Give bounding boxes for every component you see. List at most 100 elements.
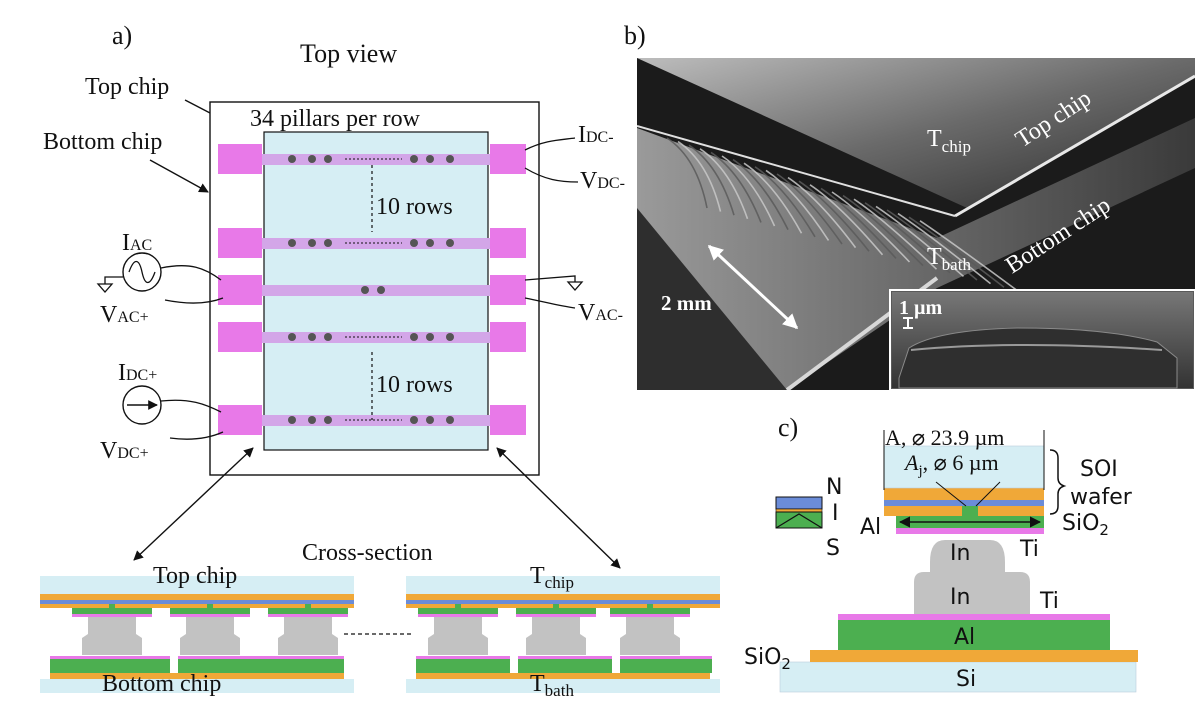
junction-layer xyxy=(962,506,978,516)
sio2-bottom-layer xyxy=(810,650,1138,662)
insulator-layer xyxy=(884,500,1044,506)
v-ac-minus-label: VAC- xyxy=(578,300,623,326)
cs-al-pad xyxy=(72,608,152,614)
sem-ridge xyxy=(677,140,722,212)
cs-insulator-layer xyxy=(40,600,354,604)
scale-1um-label: 1 µm xyxy=(899,297,943,319)
pillar-dot xyxy=(308,333,316,341)
pillar-dot xyxy=(308,155,316,163)
al-top-label: Al xyxy=(860,515,881,540)
cs-al-pad xyxy=(418,608,498,614)
sem-ridge xyxy=(864,202,951,274)
sio2-soi-layer xyxy=(884,488,1044,500)
panel-c-label: c) xyxy=(778,413,798,442)
soi-label: SOI xyxy=(1080,457,1118,482)
row-strip xyxy=(262,332,490,343)
sio2-right-label: SiO2 xyxy=(1062,511,1109,539)
pad-right xyxy=(490,405,526,435)
junction-pointer-left xyxy=(935,481,967,507)
i-dc-plus-label: IDC+ xyxy=(118,360,157,386)
in-top-bump xyxy=(930,540,1005,572)
sio2-left-label: SiO2 xyxy=(744,645,791,673)
top-chip-surface xyxy=(637,58,1195,208)
cs-junction xyxy=(109,604,115,610)
sem-t-bath-label: Tbath xyxy=(927,244,971,274)
cs-bottom-chip-label: Bottom chip xyxy=(102,671,221,697)
cs-si-bottom xyxy=(40,679,354,693)
top-chip-edge-highlight xyxy=(954,74,1195,218)
cs-ti-pad xyxy=(170,614,250,617)
sem-ridge xyxy=(699,148,749,220)
cs-si-bottom xyxy=(406,679,720,693)
bottom-chip-label: Bottom chip xyxy=(43,129,162,155)
sem-t-chip-label: Tchip xyxy=(927,126,971,156)
sem-ridge xyxy=(732,158,789,230)
pillar-dot xyxy=(324,416,332,424)
sem-inset: 1 µm xyxy=(889,289,1195,390)
al-bottom-layer xyxy=(838,620,1110,650)
v-dc-minus-wire xyxy=(524,167,579,183)
sem-ridge xyxy=(710,151,762,223)
soi-wafer-layer xyxy=(883,445,1045,489)
pillar-dot xyxy=(288,239,296,247)
pillar-dot xyxy=(426,333,434,341)
pillar-dot xyxy=(288,416,296,424)
sem-ridge xyxy=(787,176,857,249)
pillar-dot xyxy=(377,286,385,294)
cs-sio2-layer-2 xyxy=(406,604,720,608)
ground-right-icon xyxy=(566,281,584,291)
v-dc-plus-wire xyxy=(169,431,224,440)
pad-left xyxy=(218,228,262,258)
cs-junction xyxy=(305,604,311,610)
v-ac-plus-label: VAC+ xyxy=(100,302,149,328)
cross-section-arrow-left xyxy=(133,447,254,561)
panel-b-label: b) xyxy=(624,21,646,50)
pillar-dot xyxy=(410,239,418,247)
sine-wave-icon xyxy=(128,260,156,284)
pillar-dot xyxy=(288,333,296,341)
pad-right xyxy=(490,228,526,258)
cs-al-bottom xyxy=(178,659,344,673)
row-strip xyxy=(262,154,490,165)
pad-right xyxy=(490,322,526,352)
cs-al-bottom xyxy=(518,659,612,673)
in-2-label: In xyxy=(950,585,970,610)
cs-sio2-bottom xyxy=(50,673,344,679)
al-bottom-label: Al xyxy=(954,625,975,650)
cs-indium-bump xyxy=(428,617,488,655)
sem-ridge xyxy=(842,194,924,267)
cs-t-chip-label: Tchip xyxy=(530,563,574,592)
cs-al-pad xyxy=(170,608,250,614)
row-strip xyxy=(262,238,490,249)
sem-ridge xyxy=(688,144,735,216)
cs-indium-bump xyxy=(278,617,338,655)
area-j-label: Aj, ⌀ 6 µm xyxy=(903,450,999,479)
in-bottom-bump xyxy=(914,572,1030,614)
i-dc-minus-wire xyxy=(524,137,576,151)
cs-ti-bottom xyxy=(50,656,170,659)
cs-ti-pad xyxy=(418,614,498,617)
cs-insulator-layer xyxy=(406,600,720,604)
pillar-dot xyxy=(324,155,332,163)
i-dc-minus-label: IDC- xyxy=(578,122,614,148)
pillar-dot xyxy=(410,155,418,163)
sem-ridge xyxy=(743,162,803,234)
cs-junction xyxy=(455,604,461,610)
ti-bottom-layer xyxy=(838,614,1110,620)
legend-s-swatch xyxy=(775,511,823,529)
sem-ridge xyxy=(721,155,776,227)
pillar-dot xyxy=(410,333,418,341)
sem-ridge xyxy=(765,169,830,241)
legend-i-label: I xyxy=(832,501,839,526)
cross-section-arrow-right xyxy=(496,447,621,569)
ground-wire-left xyxy=(104,276,123,284)
cs-t-bath-label: Tbath xyxy=(530,671,574,700)
pillar-dot xyxy=(361,286,369,294)
sem-svg: 2 mm Tchip Tbath Top chip Bottom chip 1 … xyxy=(637,58,1195,390)
pillar-dot xyxy=(446,333,454,341)
legend-tunnel-icon xyxy=(775,513,823,529)
v-dc-minus-label: VDC- xyxy=(580,168,625,194)
sem-ridge xyxy=(754,166,816,238)
